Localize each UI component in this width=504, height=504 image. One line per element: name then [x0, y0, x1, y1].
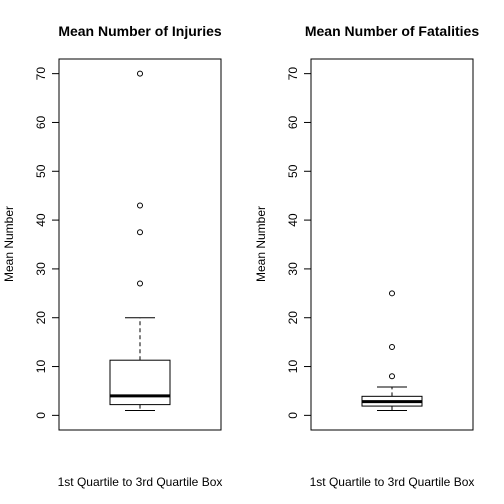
- fatalities-y-tick-label: 40: [286, 213, 300, 227]
- injuries-outlier-point: [137, 229, 143, 236]
- fatalities-y-axis: 0 10 20 30 40 50 60 70: [286, 67, 312, 419]
- fatalities-outlier-point: [389, 373, 395, 380]
- injuries-y-tick-label: 20: [34, 311, 48, 325]
- injuries-y-tick-label: 0: [34, 412, 48, 419]
- injuries-outlier-point: [137, 70, 143, 77]
- injuries-y-axis-label: Mean Number: [2, 206, 16, 282]
- fatalities-y-tick-label: 50: [286, 164, 300, 178]
- fatalities-y-tick-label: 10: [286, 360, 300, 374]
- fatalities-y-tick-label: 60: [286, 115, 300, 129]
- fatalities-y-tick-label: 30: [286, 262, 300, 276]
- injuries-y-tick-label: 50: [34, 164, 48, 178]
- fatalities-y-axis-label: Mean Number: [254, 206, 268, 282]
- injuries-y-tick-label: 30: [34, 262, 48, 276]
- injuries-y-tick-label: 60: [34, 115, 48, 129]
- fatalities-y-tick-label: 20: [286, 311, 300, 325]
- injuries-x-axis-label: 1st Quartile to 3rd Quartile Box: [58, 475, 223, 489]
- injuries-y-axis: 0 10 20 30 40 50 60 70: [34, 67, 60, 419]
- fatalities-plot-frame: [310, 58, 474, 431]
- fatalities-x-axis-label: 1st Quartile to 3rd Quartile Box: [310, 475, 475, 489]
- injuries-chart-title: Mean Number of Injuries: [58, 23, 222, 39]
- injuries-boxplot: [109, 70, 171, 411]
- injuries-y-tick-label: 40: [34, 213, 48, 227]
- fatalities-y-tick-label: 0: [286, 412, 300, 419]
- fatalities-outlier-point: [389, 290, 395, 297]
- fatalities-boxplot: [361, 290, 423, 411]
- fatalities-outlier-point: [389, 344, 395, 351]
- fatalities-panel: Mean Number of Fatalities 0 10 20 30 40 50 60 7…: [254, 23, 479, 489]
- fatalities-y-tick-label: 70: [286, 67, 300, 81]
- injuries-y-tick-label: 70: [34, 67, 48, 81]
- injuries-y-tick-label: 10: [34, 360, 48, 374]
- fatalities-chart-title: Mean Number of Fatalities: [305, 23, 479, 39]
- injuries-outlier-point: [137, 280, 143, 287]
- injuries-outlier-point: [137, 202, 143, 209]
- injuries-panel: Mean Number of Injuries 010203040506070 …: [2, 23, 222, 489]
- injuries-iqr-box: [109, 359, 171, 406]
